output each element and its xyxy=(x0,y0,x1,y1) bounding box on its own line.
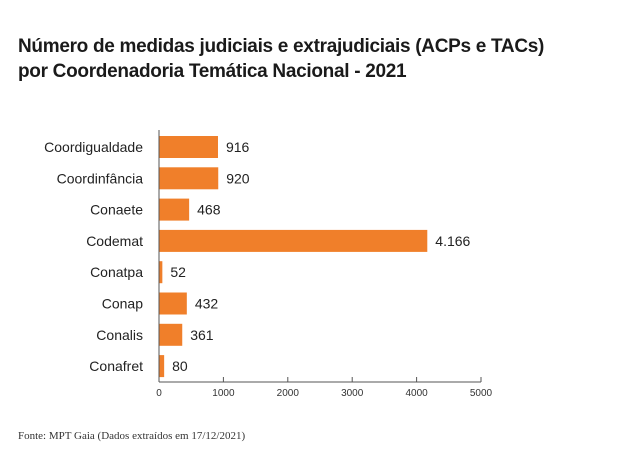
data-label: 468 xyxy=(197,202,221,218)
category-label: Coordigualdade xyxy=(44,139,143,155)
data-label: 52 xyxy=(170,264,186,280)
category-label: Conaete xyxy=(90,202,143,218)
data-label: 432 xyxy=(195,296,219,312)
x-tick-label: 2000 xyxy=(277,388,300,399)
bar-6 xyxy=(159,323,183,346)
bar-7 xyxy=(159,355,165,378)
data-label: 920 xyxy=(226,170,250,186)
bar-3 xyxy=(159,229,428,252)
bar-1 xyxy=(159,167,219,190)
source-note: Fonte: MPT Gaia (Dados extraídos em 17/1… xyxy=(18,430,246,442)
category-label: Conap xyxy=(102,296,143,312)
data-label: 4.166 xyxy=(435,233,470,249)
x-tick-label: 0 xyxy=(156,388,162,399)
chart-title: Número de medidas judiciais e extrajudic… xyxy=(18,34,544,84)
title-line-2: por Coordenadoria Temática Nacional - 20… xyxy=(18,61,407,82)
bar-2 xyxy=(159,198,190,221)
x-tick-label: 1000 xyxy=(212,388,235,399)
category-label: Coordinfância xyxy=(57,170,144,186)
bar-5 xyxy=(159,292,187,315)
data-label: 80 xyxy=(172,358,188,374)
data-label: 916 xyxy=(226,139,250,155)
category-label: Conalis xyxy=(96,327,143,343)
category-label: Conatpa xyxy=(90,264,143,280)
title-line-1: Número de medidas judiciais e extrajudic… xyxy=(18,36,545,57)
category-label: Conafret xyxy=(89,358,143,374)
bar-0 xyxy=(159,136,218,158)
category-label: Codemat xyxy=(86,233,143,249)
x-tick-label: 5000 xyxy=(470,388,493,399)
x-tick-label: 4000 xyxy=(405,388,428,399)
bar-4 xyxy=(159,261,163,284)
x-tick-label: 3000 xyxy=(341,388,364,399)
data-label: 361 xyxy=(190,327,214,343)
